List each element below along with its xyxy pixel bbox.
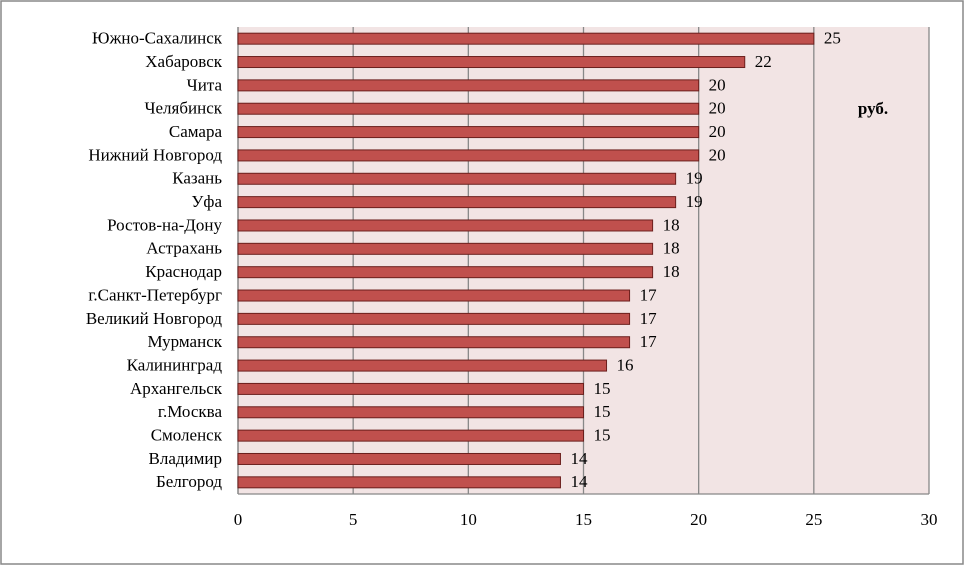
bar	[237, 172, 677, 185]
value-label: 20	[709, 75, 726, 94]
value-label: 18	[663, 262, 680, 281]
y-tick-label: Белгород	[156, 472, 222, 491]
y-tick-label: Самара	[169, 122, 223, 141]
y-tick-label: Краснодар	[145, 262, 222, 281]
bar	[237, 429, 584, 442]
value-label: 15	[594, 402, 611, 421]
y-tick-label: Архангельск	[130, 379, 223, 398]
value-label: 19	[686, 169, 703, 188]
value-label: 18	[663, 215, 680, 234]
x-tick-label: 25	[805, 510, 822, 529]
y-tick-label: Казань	[172, 169, 222, 188]
value-label: 17	[640, 309, 658, 328]
y-tick-label: Владимир	[149, 449, 222, 468]
y-tick-label: Нижний Новгород	[88, 145, 222, 164]
bar	[237, 196, 677, 209]
bar	[237, 102, 700, 115]
value-label: 19	[686, 192, 703, 211]
y-tick-label: Хабаровск	[145, 52, 222, 71]
y-tick-label: Калининград	[127, 355, 223, 374]
x-tick-label: 5	[349, 510, 358, 529]
value-label: 14	[570, 472, 588, 491]
x-tick-label: 30	[921, 510, 938, 529]
bar	[237, 266, 654, 279]
bar	[237, 32, 815, 45]
y-tick-label: Южно-Сахалинск	[92, 29, 223, 48]
bar	[237, 476, 561, 489]
value-label: 15	[594, 379, 611, 398]
x-tick-label: 15	[575, 510, 592, 529]
bar	[237, 56, 746, 69]
value-label: 20	[709, 99, 726, 118]
bar	[237, 219, 654, 232]
bar	[237, 312, 631, 325]
y-tick-label: Великий Новгород	[86, 309, 223, 328]
y-tick-label: Астрахань	[146, 239, 222, 258]
bar	[237, 126, 700, 139]
x-tick-label: 20	[690, 510, 707, 529]
y-tick-label: Смоленск	[151, 426, 223, 445]
value-label: 15	[594, 426, 611, 445]
x-tick-label: 0	[234, 510, 243, 529]
y-tick-label: г.Санкт-Петербург	[88, 285, 222, 304]
bar	[237, 149, 700, 162]
bar	[237, 452, 561, 465]
y-tick-label: Ростов-на-Дону	[107, 215, 222, 234]
bar	[237, 359, 608, 372]
x-tick-label: 10	[460, 510, 477, 529]
y-tick-label: Чита	[187, 75, 223, 94]
bar	[237, 79, 700, 92]
value-label: 14	[570, 449, 588, 468]
bar	[237, 289, 631, 302]
value-label: 17	[640, 285, 658, 304]
value-label: 20	[709, 145, 726, 164]
value-label: 20	[709, 122, 726, 141]
y-tick-label: Челябинск	[144, 99, 222, 118]
bar	[237, 382, 584, 395]
value-label: 18	[663, 239, 680, 258]
value-label: 16	[617, 355, 634, 374]
bar	[237, 336, 631, 349]
value-label: 25	[824, 29, 841, 48]
bar	[237, 406, 584, 419]
bar	[237, 242, 654, 255]
value-label: 22	[755, 52, 772, 71]
y-tick-label: Мурманск	[147, 332, 222, 351]
y-tick-label: г.Москва	[158, 402, 223, 421]
value-label: 17	[640, 332, 658, 351]
unit-annotation: руб.	[858, 99, 888, 118]
y-tick-label: Уфа	[191, 192, 222, 211]
